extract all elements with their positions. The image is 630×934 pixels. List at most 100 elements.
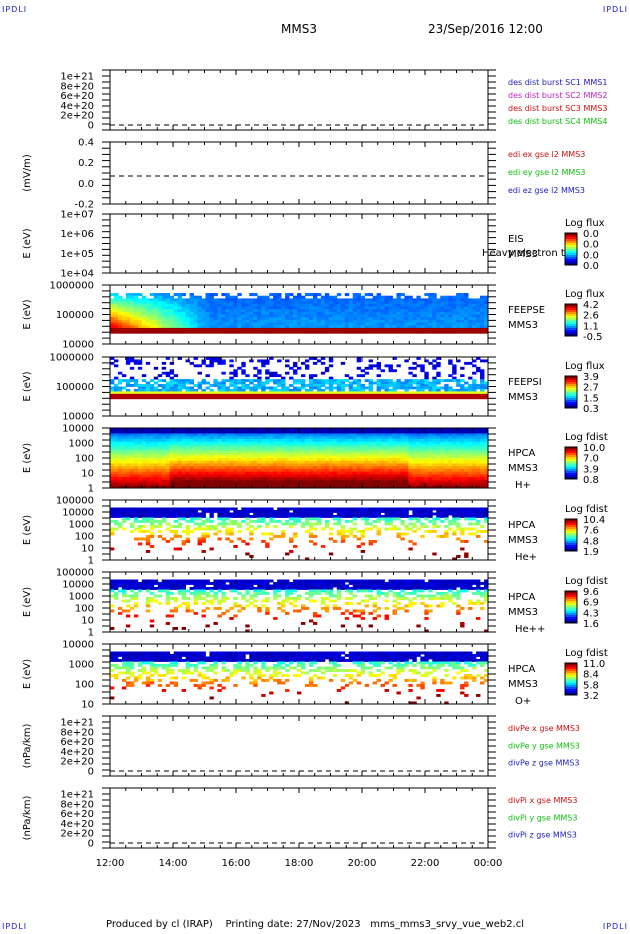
heatmap-cell xyxy=(289,317,294,321)
heatmap-cell xyxy=(197,477,202,481)
heatmap-cell xyxy=(448,477,453,481)
heatmap-cell xyxy=(412,428,417,432)
heatmap-cell xyxy=(460,327,465,331)
heatmap-cell xyxy=(372,438,377,443)
heatmap-cell xyxy=(257,430,262,434)
heatmap-cell xyxy=(153,295,159,299)
heatmap-cell xyxy=(424,384,429,387)
heatmap-cell xyxy=(428,468,433,473)
heatmap-cell xyxy=(145,537,151,541)
heatmap-cell xyxy=(372,485,377,489)
heatmap-cell xyxy=(300,455,306,459)
heatmap-cell xyxy=(129,357,135,360)
heatmap-cell xyxy=(285,396,290,400)
heatmap-cell xyxy=(209,361,214,365)
heatmap-cell xyxy=(428,463,433,467)
heatmap-cell xyxy=(452,366,457,370)
heatmap-cell xyxy=(201,381,206,385)
heatmap-cell xyxy=(237,327,242,331)
heatmap-cell xyxy=(320,379,326,382)
heatmap-cell xyxy=(113,317,119,321)
heatmap-cell xyxy=(416,306,421,310)
heatmap-cell xyxy=(476,438,481,443)
heatmap-cell xyxy=(452,452,457,456)
heatmap-cell xyxy=(293,364,298,368)
heatmap-cell xyxy=(281,430,286,434)
heatmap-cell xyxy=(117,512,123,516)
heatmap-cell xyxy=(269,455,274,459)
heatmap-cell xyxy=(277,306,282,310)
heatmap-cell xyxy=(281,298,286,302)
heatmap-cell xyxy=(125,330,131,334)
heatmap-cell xyxy=(316,444,322,448)
heatmap-cell xyxy=(229,327,234,331)
heatmap-cell xyxy=(300,295,306,299)
heatmap-cell xyxy=(356,303,362,307)
heatmap-cell xyxy=(376,386,381,390)
heatmap-cell xyxy=(289,311,294,315)
heatmap-cell xyxy=(217,322,222,326)
heatmap-cell xyxy=(269,460,274,464)
heatmap-cell xyxy=(133,468,139,473)
heatmap-cell xyxy=(440,466,445,470)
heatmap-cell xyxy=(137,359,143,363)
heatmap-cell xyxy=(344,458,350,462)
heatmap-cell xyxy=(320,306,326,310)
heatmap-cell xyxy=(312,384,318,387)
heatmap-cell xyxy=(460,384,465,387)
heatmap-cell xyxy=(289,391,294,395)
heatmap-cell xyxy=(293,441,298,445)
heatmap-cell xyxy=(133,388,139,392)
heatmap-cell xyxy=(133,433,139,437)
heatmap-cell xyxy=(225,379,230,382)
heatmap-cell xyxy=(149,460,155,464)
heatmap-cell xyxy=(241,386,246,390)
heatmap-cell xyxy=(392,384,397,387)
heatmap-cell xyxy=(392,303,397,307)
heatmap-cell xyxy=(432,322,437,326)
heatmap-cell xyxy=(344,303,350,307)
heatmap-cell xyxy=(396,330,401,334)
heatmap-cell xyxy=(460,319,465,323)
heatmap-cell xyxy=(137,301,143,305)
heatmap-cell xyxy=(344,436,350,440)
heatmap-cell xyxy=(352,322,358,326)
heatmap-cell xyxy=(277,463,282,467)
heatmap-cell xyxy=(185,314,190,318)
heatmap-cell xyxy=(149,545,155,548)
heatmap-cell xyxy=(133,379,139,382)
heatmap-cell xyxy=(432,386,437,390)
heatmap-cell xyxy=(110,444,115,448)
heatmap-cell xyxy=(452,396,457,400)
heatmap-cell xyxy=(189,319,194,323)
heatmap-cell xyxy=(113,298,119,302)
colorbar-cell xyxy=(565,251,577,254)
heatmap-cell xyxy=(125,311,131,315)
heatmap-cell xyxy=(456,322,461,326)
heatmap-cell xyxy=(281,303,286,307)
heatmap-cell xyxy=(404,474,409,478)
heatmap-cell xyxy=(392,430,397,434)
heatmap-cell xyxy=(225,306,230,310)
heatmap-cell xyxy=(324,295,330,299)
heatmap-cell xyxy=(121,471,127,475)
heatmap-cell xyxy=(161,444,167,448)
heatmap-cell xyxy=(416,430,421,434)
heatmap-cell xyxy=(316,322,322,326)
heatmap-cell xyxy=(177,438,183,443)
heatmap-cell xyxy=(149,393,155,397)
heatmap-cell xyxy=(233,314,238,318)
heatmap-cell xyxy=(225,452,230,456)
heatmap-cell xyxy=(316,384,322,387)
heatmap-cell xyxy=(217,388,222,392)
heatmap-cell xyxy=(312,471,318,475)
heatmap-cell xyxy=(117,444,123,448)
heatmap-cell xyxy=(468,466,473,470)
heatmap-cell xyxy=(249,311,254,315)
heatmap-cell xyxy=(344,327,350,331)
heatmap-cell xyxy=(392,330,397,334)
heatmap-cell xyxy=(293,436,298,440)
heatmap-cell xyxy=(141,303,147,307)
heatmap-cell xyxy=(352,455,358,459)
heatmap-cell xyxy=(384,428,389,432)
